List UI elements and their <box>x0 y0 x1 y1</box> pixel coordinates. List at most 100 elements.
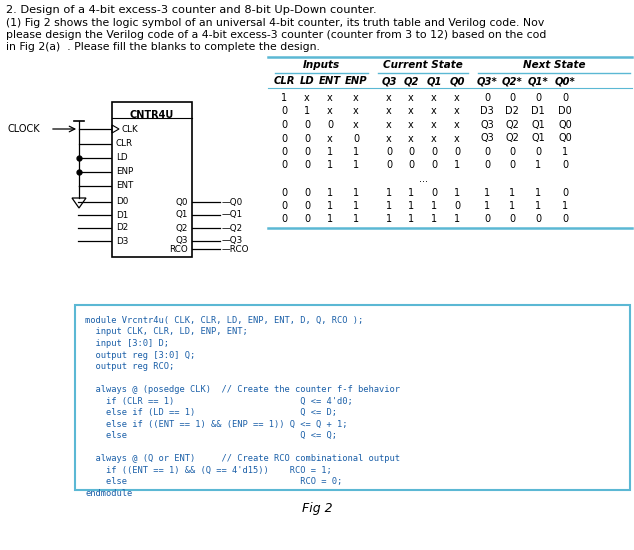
Text: 0: 0 <box>535 147 541 157</box>
Text: Q2: Q2 <box>176 223 188 233</box>
Text: D0: D0 <box>558 107 572 117</box>
Text: 0: 0 <box>353 134 359 144</box>
Text: 1: 1 <box>431 214 437 224</box>
Text: 0: 0 <box>281 201 287 211</box>
Text: Q0: Q0 <box>450 76 465 86</box>
Text: 1: 1 <box>327 188 333 197</box>
Text: 1: 1 <box>386 188 392 197</box>
Text: 0: 0 <box>484 161 490 170</box>
Text: ENP: ENP <box>345 76 367 86</box>
Text: Q2: Q2 <box>505 134 519 144</box>
Text: 1: 1 <box>386 214 392 224</box>
Text: x: x <box>431 120 437 130</box>
Text: LD: LD <box>300 76 314 86</box>
Text: Q3: Q3 <box>176 236 188 245</box>
Text: x: x <box>408 107 414 117</box>
Text: if ((ENT == 1) && (Q == 4'd15))    RCO = 1;: if ((ENT == 1) && (Q == 4'd15)) RCO = 1; <box>85 465 332 475</box>
Text: else if (LD == 1)                    Q <= D;: else if (LD == 1) Q <= D; <box>85 408 337 417</box>
Text: Inputs: Inputs <box>303 60 340 70</box>
Text: 0: 0 <box>562 93 568 103</box>
Text: x: x <box>304 93 310 103</box>
Text: 1: 1 <box>535 188 541 197</box>
Text: x: x <box>454 93 460 103</box>
Text: 0: 0 <box>386 161 392 170</box>
Text: —Q2: —Q2 <box>222 223 243 233</box>
Text: 1: 1 <box>408 214 414 224</box>
Text: output reg [3:0] Q;: output reg [3:0] Q; <box>85 350 195 360</box>
Text: D0: D0 <box>116 197 128 206</box>
Text: output reg RCO;: output reg RCO; <box>85 362 174 371</box>
Text: 0: 0 <box>281 134 287 144</box>
Text: 0: 0 <box>454 147 460 157</box>
Text: x: x <box>327 134 333 144</box>
Text: (1) Fig 2 shows the logic symbol of an universal 4-bit counter, its truth table : (1) Fig 2 shows the logic symbol of an u… <box>6 18 544 28</box>
Text: x: x <box>327 93 333 103</box>
Text: if (CLR == 1)                        Q <= 4'd0;: if (CLR == 1) Q <= 4'd0; <box>85 397 353 405</box>
Text: x: x <box>454 107 460 117</box>
Text: CLOCK: CLOCK <box>8 124 41 134</box>
Text: 1: 1 <box>304 107 310 117</box>
Text: 1: 1 <box>353 147 359 157</box>
Text: D2: D2 <box>505 107 519 117</box>
Text: ENT: ENT <box>116 182 133 190</box>
Bar <box>75 305 630 490</box>
Text: 0: 0 <box>535 214 541 224</box>
Text: 1: 1 <box>353 188 359 197</box>
Text: 2. Design of a 4-bit excess-3 counter and 8-bit Up-Down counter.: 2. Design of a 4-bit excess-3 counter an… <box>6 5 377 15</box>
Text: 0: 0 <box>281 120 287 130</box>
Text: 1: 1 <box>454 161 460 170</box>
Text: x: x <box>353 107 359 117</box>
Text: always @ (Q or ENT)     // Create RCO combinational output: always @ (Q or ENT) // Create RCO combin… <box>85 454 400 463</box>
Text: x: x <box>454 120 460 130</box>
Text: 0: 0 <box>304 161 310 170</box>
Text: D1: D1 <box>531 107 545 117</box>
Text: 1: 1 <box>353 161 359 170</box>
Text: 1: 1 <box>327 214 333 224</box>
Text: RCO: RCO <box>169 245 188 254</box>
Text: Q0: Q0 <box>558 120 572 130</box>
Text: 1: 1 <box>281 93 287 103</box>
Text: 1: 1 <box>431 201 437 211</box>
Text: 0: 0 <box>562 188 568 197</box>
Text: else                                 Q <= Q;: else Q <= Q; <box>85 431 337 440</box>
Text: please design the Verilog code of a 4-bit excess-3 counter (counter from 3 to 12: please design the Verilog code of a 4-bi… <box>6 30 547 40</box>
Text: x: x <box>431 134 437 144</box>
Text: 1: 1 <box>484 188 490 197</box>
Text: D3: D3 <box>116 236 128 245</box>
Text: ...: ... <box>418 174 427 184</box>
Text: 0: 0 <box>509 214 515 224</box>
Text: CLR: CLR <box>273 76 295 86</box>
Text: Q3: Q3 <box>480 120 494 130</box>
Text: 1: 1 <box>327 147 333 157</box>
Text: 1: 1 <box>353 201 359 211</box>
Text: 1: 1 <box>562 201 568 211</box>
Text: 1: 1 <box>386 201 392 211</box>
Text: x: x <box>408 120 414 130</box>
Text: 0: 0 <box>484 93 490 103</box>
Text: 0: 0 <box>304 201 310 211</box>
Text: Q1: Q1 <box>176 211 188 219</box>
Text: 1: 1 <box>408 188 414 197</box>
Text: ENP: ENP <box>116 168 133 177</box>
Text: 0: 0 <box>281 147 287 157</box>
Text: x: x <box>408 93 414 103</box>
Text: x: x <box>386 120 392 130</box>
Text: D2: D2 <box>116 223 128 233</box>
Text: Q1*: Q1* <box>527 76 548 86</box>
Text: 0: 0 <box>535 93 541 103</box>
Text: 0: 0 <box>304 188 310 197</box>
Text: 1: 1 <box>562 147 568 157</box>
Text: 0: 0 <box>281 188 287 197</box>
Text: Q1: Q1 <box>531 134 545 144</box>
Text: 0: 0 <box>431 161 437 170</box>
Text: x: x <box>431 93 437 103</box>
Text: x: x <box>431 107 437 117</box>
Text: 0: 0 <box>304 147 310 157</box>
Text: Q1: Q1 <box>426 76 442 86</box>
Text: 1: 1 <box>484 201 490 211</box>
Text: 1: 1 <box>454 188 460 197</box>
Text: Q3: Q3 <box>480 134 494 144</box>
Text: 1: 1 <box>327 201 333 211</box>
Text: x: x <box>353 93 359 103</box>
Text: x: x <box>454 134 460 144</box>
